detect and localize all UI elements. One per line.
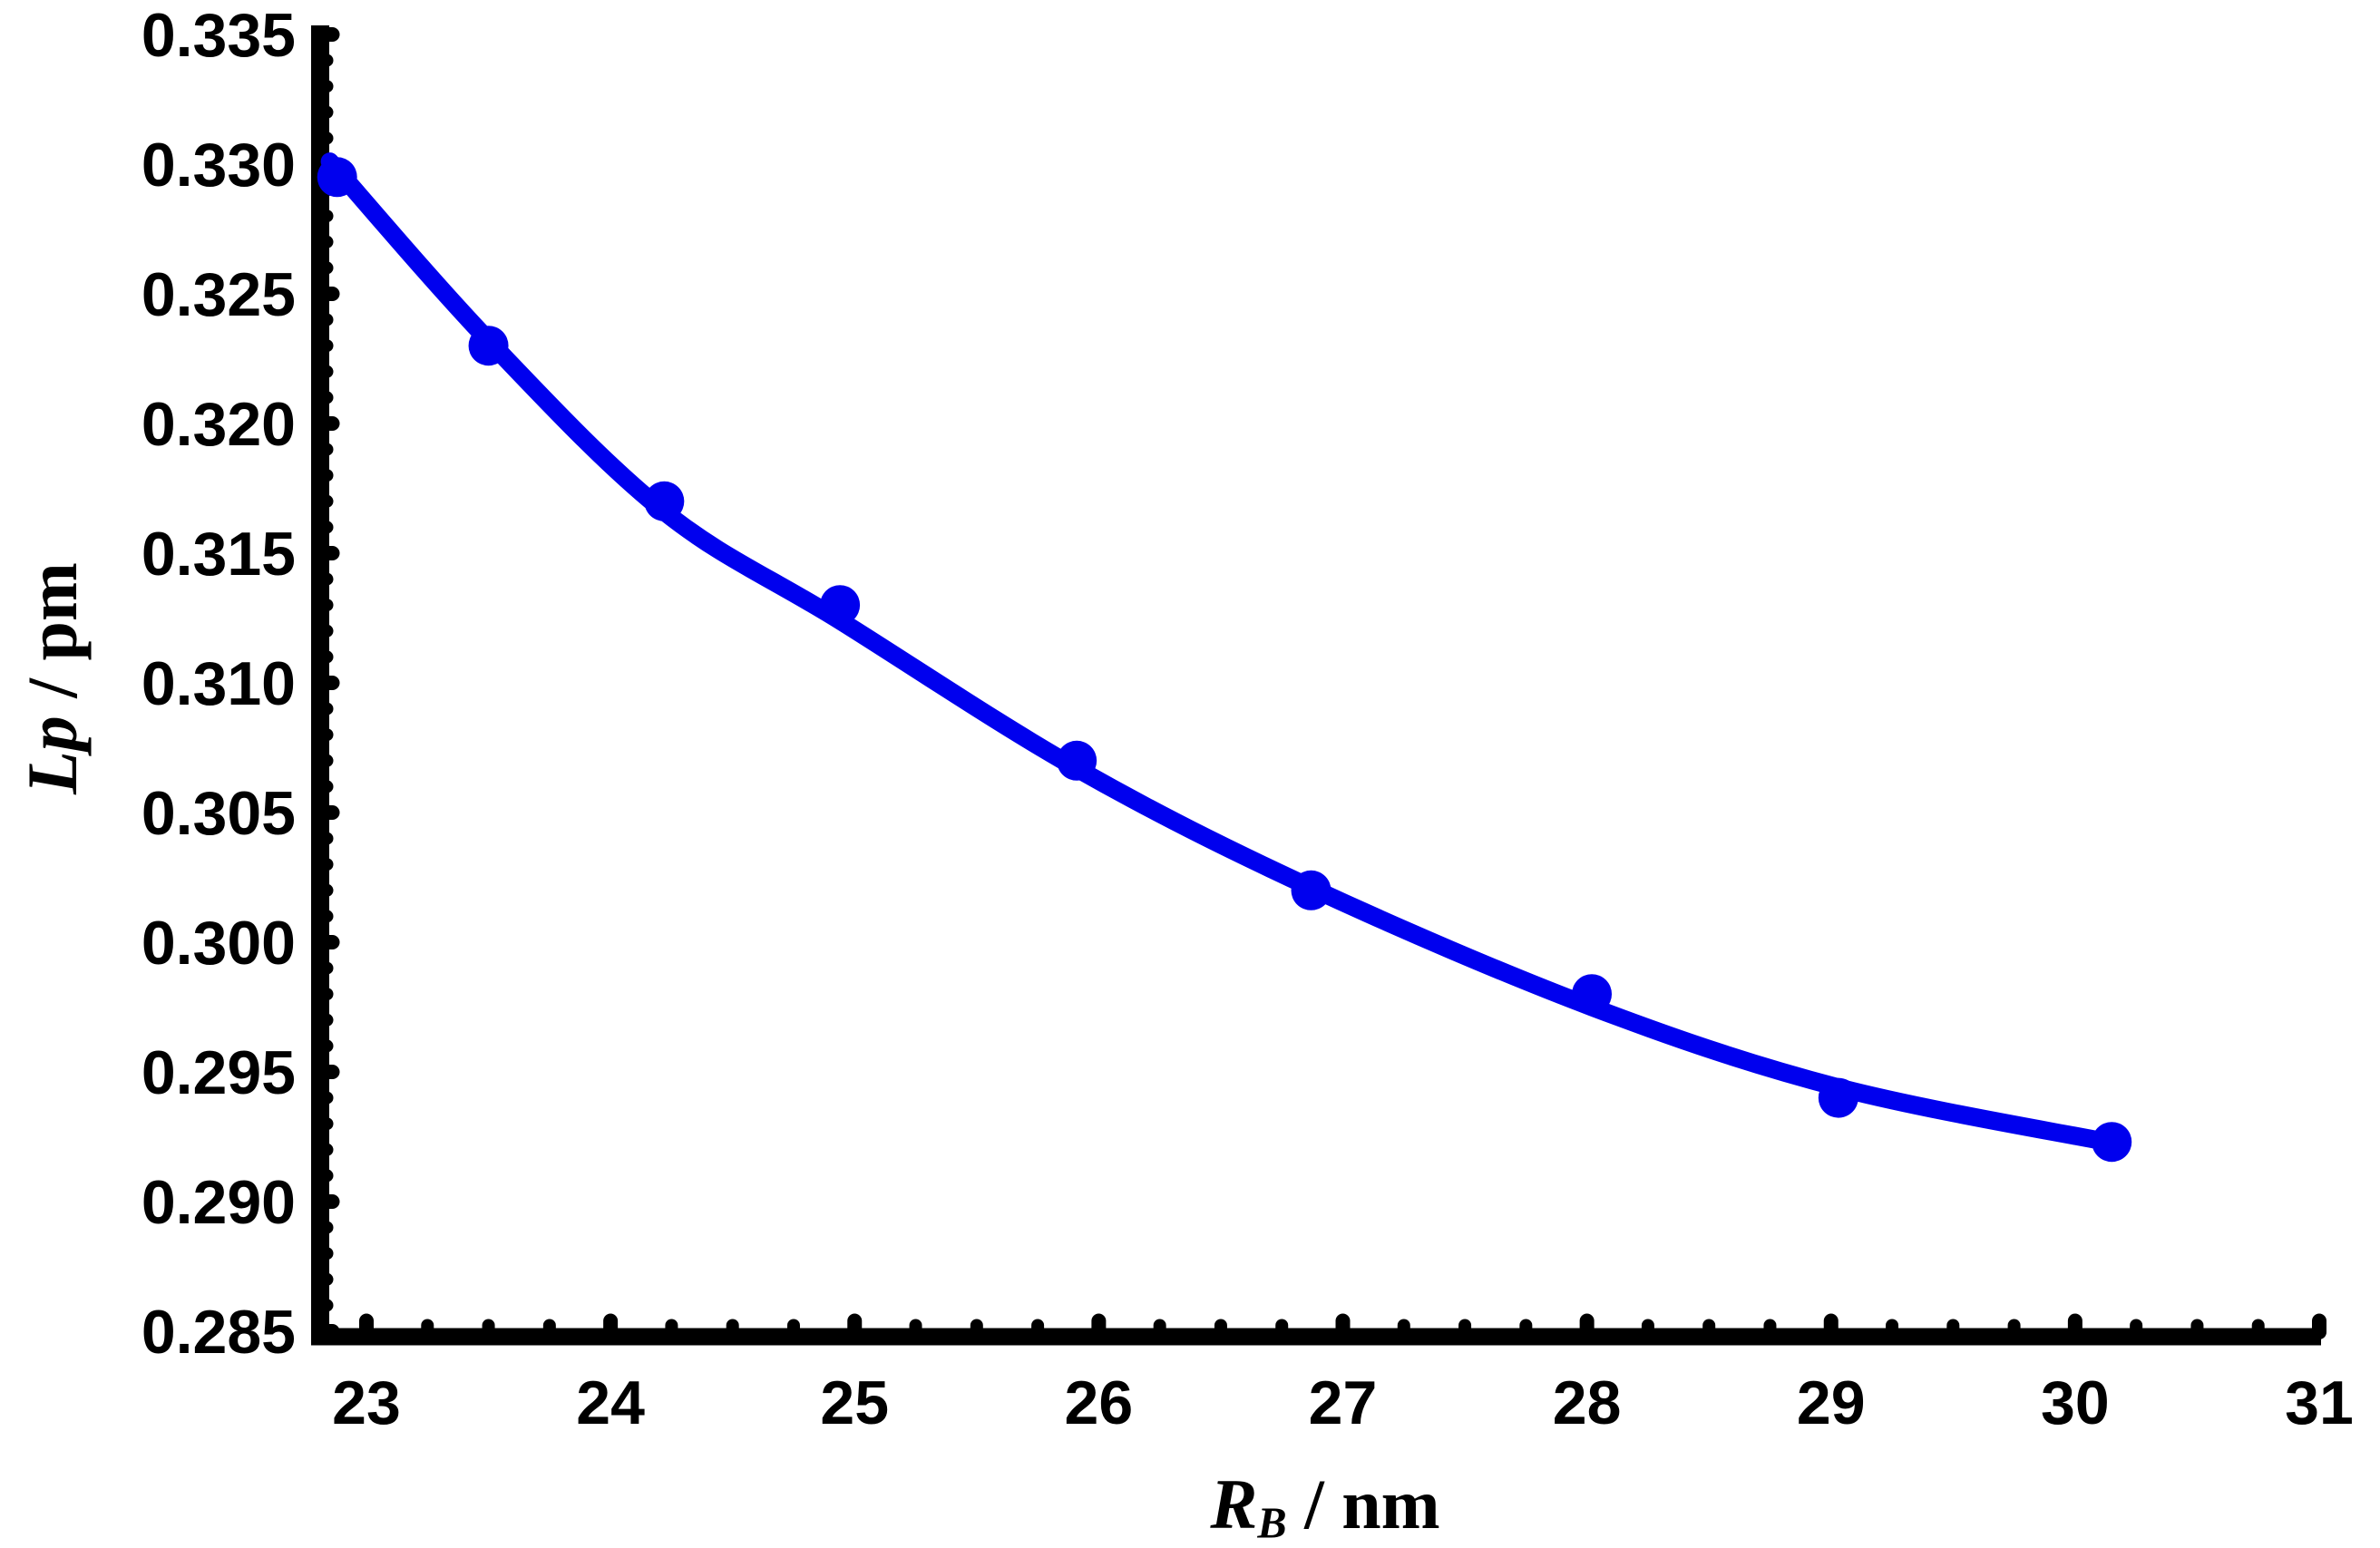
y-tick-label: 0.290 — [141, 1168, 296, 1237]
y-tick-label: 0.330 — [141, 131, 296, 200]
fit-curve-line — [320, 152, 2116, 1152]
y-tick-label: 0.305 — [141, 779, 296, 848]
x-tick-label: 24 — [576, 1368, 645, 1437]
y-axis-title: Lp / pm — [13, 562, 92, 794]
data-point-marker — [1057, 740, 1097, 781]
x-tick-label: 27 — [1309, 1368, 1378, 1437]
x-tick-label: 26 — [1065, 1368, 1134, 1437]
x-tick-label: 31 — [2285, 1368, 2354, 1437]
y-tick-label: 0.285 — [141, 1298, 296, 1367]
data-point-marker — [468, 326, 509, 366]
y-tick-label: 0.310 — [141, 649, 296, 718]
y-tick-label: 0.300 — [141, 909, 296, 978]
data-point-marker — [1572, 974, 1613, 1015]
data-point-marker — [2092, 1122, 2132, 1163]
data-point-marker — [317, 157, 357, 198]
y-axis-symbol: Lp — [13, 716, 92, 794]
x-tick-label: 25 — [820, 1368, 889, 1437]
x-tick-label: 30 — [2041, 1368, 2110, 1437]
x-axis-symbol: R — [1210, 1465, 1258, 1543]
x-tick-label: 28 — [1553, 1368, 1622, 1437]
data-point-marker — [1818, 1077, 1858, 1118]
y-tick-label: 0.335 — [141, 1, 296, 70]
x-axis-title: RB / nm — [1210, 1469, 1439, 1546]
data-point-marker — [820, 585, 861, 626]
y-tick-label: 0.320 — [141, 390, 296, 459]
x-axis-unit: / nm — [1286, 1465, 1440, 1543]
y-tick-label: 0.295 — [141, 1038, 296, 1107]
data-point-marker — [1291, 870, 1331, 910]
y-axis-unit: / pm — [13, 562, 92, 716]
y-tick-label: 0.315 — [141, 520, 296, 589]
y-tick-label: 0.325 — [141, 260, 296, 329]
x-tick-label: 23 — [332, 1368, 401, 1437]
data-point-marker — [644, 481, 685, 521]
x-axis-subscript: B — [1257, 1499, 1287, 1548]
x-tick-label: 29 — [1797, 1368, 1866, 1437]
